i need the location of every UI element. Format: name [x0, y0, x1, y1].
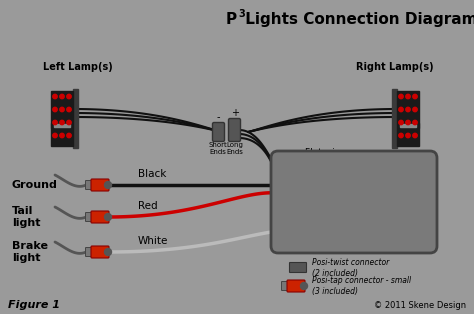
Circle shape	[60, 133, 64, 138]
Text: Lights: Lights	[358, 173, 427, 191]
FancyBboxPatch shape	[228, 118, 240, 142]
Text: 3: 3	[238, 9, 245, 19]
Text: Long
Ends: Long Ends	[227, 142, 244, 155]
Bar	[397, 90, 419, 145]
Bar	[54, 124, 70, 127]
Circle shape	[104, 214, 111, 220]
Circle shape	[406, 94, 410, 99]
FancyBboxPatch shape	[212, 122, 225, 142]
Circle shape	[413, 133, 417, 138]
FancyBboxPatch shape	[282, 281, 290, 290]
Text: Tail
light: Tail light	[12, 206, 40, 228]
FancyBboxPatch shape	[91, 179, 109, 191]
Text: -: -	[216, 112, 220, 122]
Circle shape	[60, 120, 64, 125]
Text: Posi-tap connector - small
(3 included): Posi-tap connector - small (3 included)	[312, 276, 411, 296]
Circle shape	[67, 120, 71, 125]
Circle shape	[53, 120, 57, 125]
Circle shape	[67, 94, 71, 99]
Text: (IQ-160): (IQ-160)	[319, 210, 390, 225]
Text: 3: 3	[352, 169, 360, 179]
Bar	[73, 89, 78, 148]
Circle shape	[406, 133, 410, 138]
Circle shape	[399, 107, 403, 112]
Circle shape	[399, 133, 403, 138]
Circle shape	[60, 94, 64, 99]
Circle shape	[104, 181, 111, 188]
Text: Figure 1: Figure 1	[8, 300, 60, 310]
Circle shape	[406, 107, 410, 112]
Circle shape	[53, 133, 57, 138]
Circle shape	[413, 94, 417, 99]
Circle shape	[53, 107, 57, 112]
Text: Red: Red	[138, 201, 158, 211]
Bar	[51, 123, 73, 128]
Text: +: +	[231, 108, 239, 118]
Text: P: P	[338, 173, 351, 191]
Circle shape	[413, 120, 417, 125]
Text: Right Lamp(s): Right Lamp(s)	[356, 62, 434, 72]
Text: Left Lamp(s): Left Lamp(s)	[43, 62, 113, 72]
Circle shape	[413, 107, 417, 112]
FancyBboxPatch shape	[287, 280, 305, 292]
FancyBboxPatch shape	[85, 247, 93, 257]
Circle shape	[301, 283, 308, 290]
Text: Black: Black	[138, 169, 166, 179]
Text: Short
Ends: Short Ends	[209, 142, 228, 155]
Text: © 2011 Skene Design: © 2011 Skene Design	[374, 301, 466, 310]
Circle shape	[399, 120, 403, 125]
FancyBboxPatch shape	[85, 213, 93, 221]
Text: Brake
light: Brake light	[12, 241, 48, 263]
Circle shape	[60, 107, 64, 112]
FancyBboxPatch shape	[91, 211, 109, 223]
Text: Lights Connection Diagram: Lights Connection Diagram	[240, 12, 474, 27]
Bar	[392, 89, 397, 148]
FancyBboxPatch shape	[271, 151, 437, 253]
Text: P: P	[226, 12, 237, 27]
Text: White: White	[138, 236, 168, 246]
Bar	[400, 124, 416, 127]
Circle shape	[67, 107, 71, 112]
Circle shape	[399, 94, 403, 99]
FancyBboxPatch shape	[85, 181, 93, 190]
Circle shape	[53, 94, 57, 99]
Text: Flat wires: Flat wires	[305, 148, 348, 157]
FancyBboxPatch shape	[290, 263, 307, 273]
Circle shape	[67, 133, 71, 138]
Bar	[397, 123, 419, 128]
FancyBboxPatch shape	[91, 246, 109, 258]
Circle shape	[406, 120, 410, 125]
Circle shape	[104, 248, 111, 256]
Text: Ground: Ground	[12, 180, 58, 190]
Bar	[51, 90, 73, 145]
Text: Posi-twist connector
(2 included): Posi-twist connector (2 included)	[312, 258, 389, 278]
Text: Control Module: Control Module	[289, 191, 419, 206]
